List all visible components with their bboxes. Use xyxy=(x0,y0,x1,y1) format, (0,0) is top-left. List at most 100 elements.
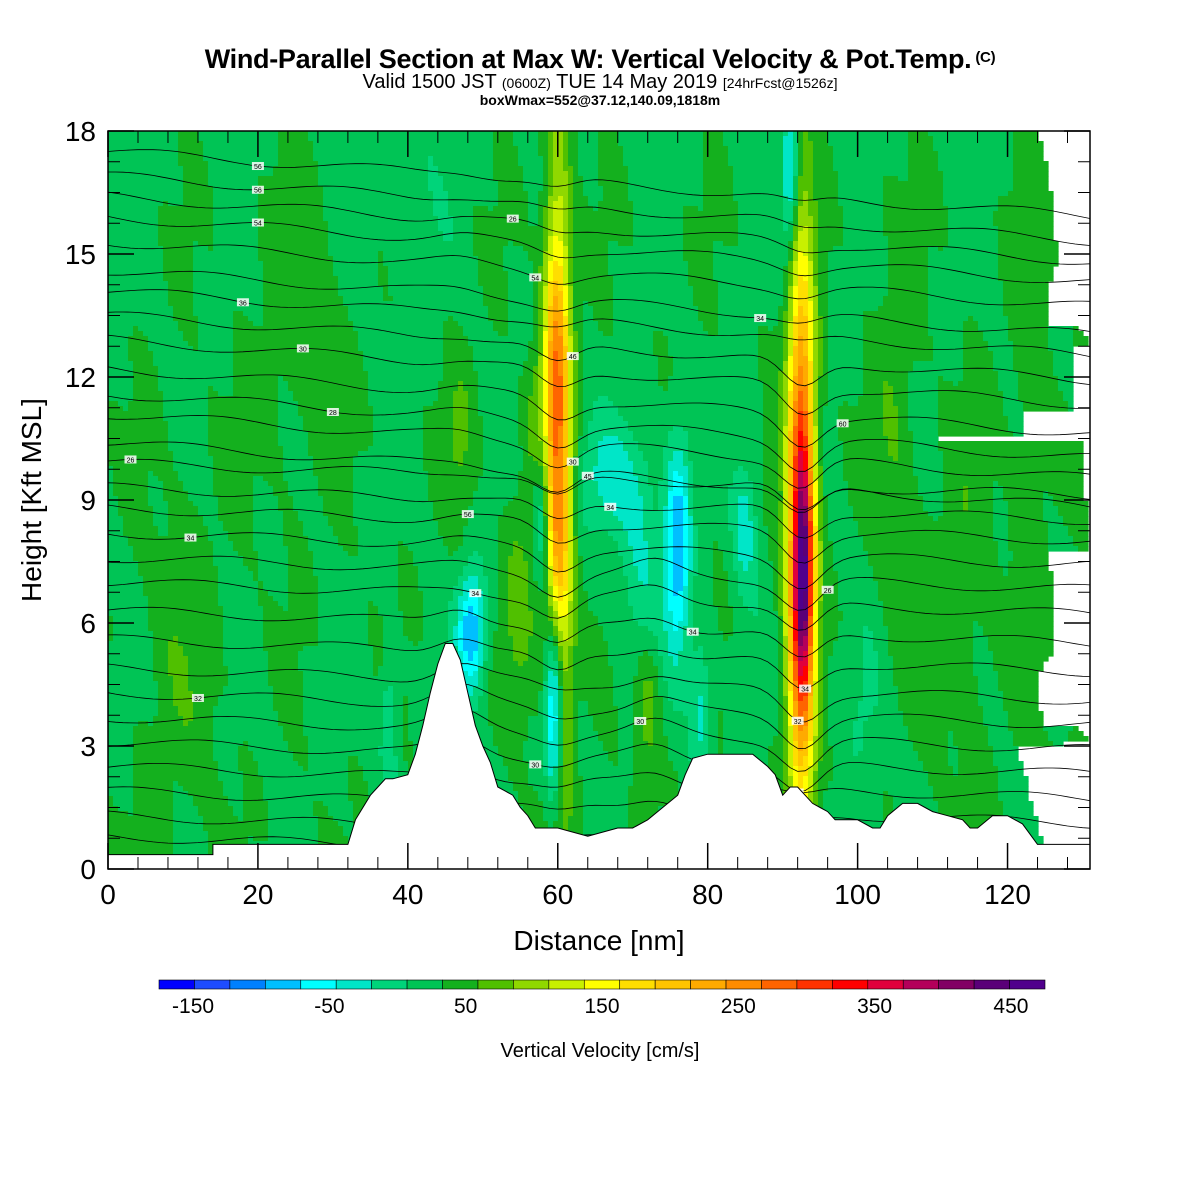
w-cell xyxy=(798,661,809,667)
w-cell xyxy=(898,426,909,432)
w-cell xyxy=(108,386,134,392)
w-cell xyxy=(823,541,834,547)
w-cell xyxy=(938,431,1014,437)
w-cell xyxy=(663,701,674,707)
w-cell xyxy=(758,371,779,377)
w-cell xyxy=(563,291,569,297)
w-cell xyxy=(748,511,754,517)
w-cell xyxy=(543,646,559,652)
w-cell xyxy=(508,326,534,332)
w-cell xyxy=(803,461,809,467)
w-cell xyxy=(723,636,729,642)
w-cell xyxy=(573,676,614,682)
w-cell xyxy=(553,546,564,552)
w-cell xyxy=(553,236,559,242)
w-cell xyxy=(553,396,564,402)
w-cell xyxy=(233,341,359,347)
w-cell xyxy=(263,306,349,312)
w-cell xyxy=(138,566,219,572)
w-cell xyxy=(943,191,1009,197)
w-cell xyxy=(948,231,999,237)
w-cell xyxy=(948,206,999,212)
w-cell xyxy=(543,236,549,242)
w-cell xyxy=(278,601,289,607)
w-cell xyxy=(428,496,474,502)
w-cell xyxy=(573,646,609,652)
w-cell xyxy=(523,361,539,367)
w-cell xyxy=(798,216,814,222)
w-cell xyxy=(838,191,884,197)
w-cell xyxy=(108,311,174,317)
w-cell xyxy=(368,636,384,642)
w-cell xyxy=(993,501,1009,507)
w-cell xyxy=(458,576,469,582)
valid-date: TUE 14 May 2019 xyxy=(556,71,718,93)
w-cell xyxy=(428,176,444,182)
w-cell xyxy=(413,551,449,557)
w-cell xyxy=(468,336,534,342)
w-cell xyxy=(168,291,194,297)
w-cell xyxy=(548,676,559,682)
w-cell xyxy=(703,726,709,732)
w-cell xyxy=(478,676,484,682)
w-cell xyxy=(643,501,654,507)
w-cell xyxy=(658,691,669,697)
w-cell xyxy=(693,526,699,532)
w-cell xyxy=(718,726,724,732)
w-cell xyxy=(108,481,114,487)
w-cell xyxy=(563,311,569,317)
w-cell xyxy=(553,656,559,662)
w-cell xyxy=(283,531,304,537)
w-cell xyxy=(383,631,404,637)
w-cell xyxy=(463,616,479,622)
w-cell xyxy=(633,436,669,442)
w-cell xyxy=(823,321,829,327)
w-cell xyxy=(623,556,634,562)
w-cell xyxy=(523,446,529,452)
w-cell xyxy=(718,306,779,312)
w-cell xyxy=(573,721,579,727)
w-cell xyxy=(538,201,549,207)
w-cell xyxy=(548,206,554,212)
w-cell xyxy=(738,551,754,557)
w-cell xyxy=(878,656,894,662)
w-cell xyxy=(548,721,554,727)
w-cell xyxy=(783,676,789,682)
w-cell xyxy=(433,401,454,407)
w-cell xyxy=(568,471,574,477)
w-cell xyxy=(158,371,234,377)
w-cell xyxy=(653,336,669,342)
w-cell xyxy=(568,661,574,667)
w-cell xyxy=(763,476,779,482)
valid-time: Valid 1500 JST xyxy=(362,71,497,93)
w-cell xyxy=(108,151,179,157)
w-cell xyxy=(688,616,694,622)
w-cell xyxy=(683,596,689,602)
w-cell xyxy=(823,426,839,432)
w-cell xyxy=(168,641,179,647)
w-cell xyxy=(703,706,709,712)
w-cell xyxy=(573,581,579,587)
w-cell xyxy=(423,466,484,472)
w-cell xyxy=(108,721,139,727)
w-cell xyxy=(668,501,674,507)
w-cell xyxy=(688,476,694,482)
w-cell xyxy=(448,616,459,622)
w-cell xyxy=(883,416,899,422)
w-cell xyxy=(813,686,819,692)
w-cell xyxy=(448,191,499,197)
w-cell xyxy=(928,321,964,327)
w-cell xyxy=(1018,396,1064,402)
w-cell xyxy=(783,531,789,537)
w-cell xyxy=(583,516,619,522)
w-cell xyxy=(808,501,814,507)
w-cell xyxy=(538,506,544,512)
w-cell xyxy=(863,726,909,732)
w-cell xyxy=(543,431,549,437)
w-cell xyxy=(578,376,584,382)
w-cell xyxy=(803,396,809,402)
w-cell xyxy=(568,636,574,642)
w-cell xyxy=(813,586,819,592)
w-cell xyxy=(793,581,799,587)
w-cell xyxy=(543,256,549,262)
